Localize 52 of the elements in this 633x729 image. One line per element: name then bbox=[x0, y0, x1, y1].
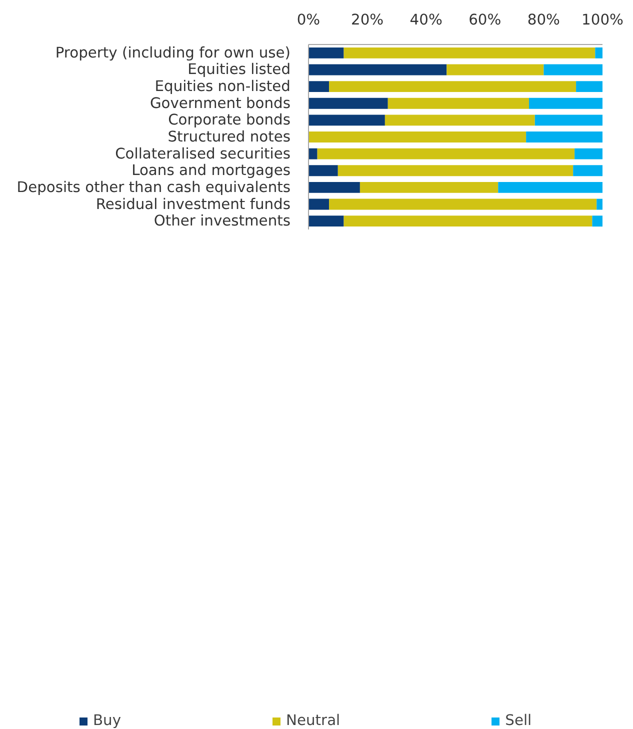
y-tick-label: Equities listed bbox=[188, 61, 291, 78]
bar bbox=[592, 216, 602, 227]
bar bbox=[526, 132, 602, 142]
bar bbox=[317, 148, 575, 160]
legend-label: Sell bbox=[505, 712, 532, 729]
bar bbox=[360, 182, 498, 193]
bar bbox=[308, 182, 360, 193]
y-tick-label: Deposits other than cash equivalents bbox=[16, 178, 291, 196]
legend-label: Buy bbox=[93, 712, 122, 729]
y-tick-label: Corporate bonds bbox=[168, 112, 291, 129]
y-tick-label: Property (including for own use) bbox=[55, 44, 291, 62]
bar bbox=[308, 216, 344, 227]
bar bbox=[338, 165, 574, 176]
bar bbox=[308, 114, 385, 126]
bar bbox=[384, 114, 535, 126]
bar bbox=[308, 165, 338, 176]
x-tick-label: 60% bbox=[468, 12, 502, 28]
y-tick-label: Government bonds bbox=[150, 94, 291, 112]
y-tick-label: Structured notes bbox=[168, 128, 290, 146]
bar bbox=[329, 81, 576, 92]
bar bbox=[308, 64, 447, 76]
bar bbox=[308, 198, 330, 210]
bar bbox=[596, 198, 602, 210]
bar bbox=[308, 98, 388, 109]
bar bbox=[534, 114, 602, 126]
bar bbox=[574, 148, 602, 160]
y-tick-label: Equities non-listed bbox=[154, 78, 291, 96]
y-tick-label: Loans and mortgages bbox=[132, 162, 291, 180]
bar bbox=[388, 98, 529, 109]
bar bbox=[529, 98, 602, 109]
legend-label: Neutral bbox=[286, 712, 340, 729]
x-tick-label: 40% bbox=[410, 12, 442, 28]
bar bbox=[573, 165, 602, 176]
bar bbox=[308, 47, 344, 58]
x-tick-label: 100% bbox=[582, 12, 624, 28]
bar bbox=[595, 47, 602, 58]
bar bbox=[344, 47, 596, 58]
y-tick-label: Residual investment funds bbox=[96, 196, 291, 213]
y-tick-label: Other investments bbox=[154, 212, 291, 230]
bar bbox=[446, 64, 544, 76]
bar bbox=[308, 148, 318, 160]
bar bbox=[576, 81, 602, 92]
bar bbox=[344, 216, 592, 227]
x-tick-label: 80% bbox=[527, 12, 560, 28]
bar bbox=[308, 132, 526, 142]
bar bbox=[544, 64, 602, 76]
bar bbox=[498, 182, 602, 193]
x-tick-label: 20% bbox=[351, 12, 384, 28]
x-tick-label: 0% bbox=[296, 12, 320, 28]
bar bbox=[329, 198, 597, 210]
bar bbox=[308, 81, 330, 92]
y-tick-label: Collateralised securities bbox=[115, 145, 291, 162]
